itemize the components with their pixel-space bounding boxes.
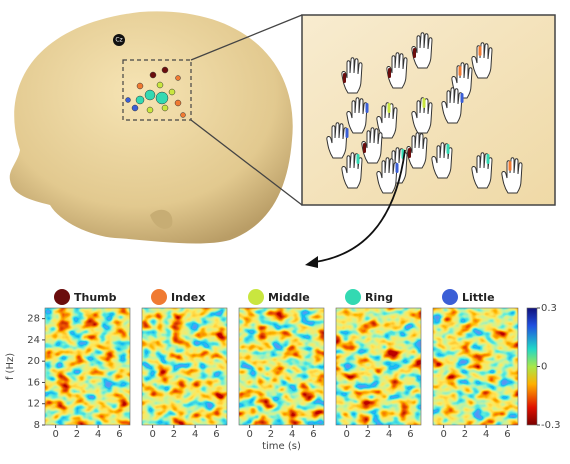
electrode [175,75,181,81]
x-axis-label: time (s) [262,441,301,452]
spectrogram [433,308,518,425]
hand [451,62,473,99]
arrow-head [305,256,318,268]
electrode [161,66,169,74]
x-tick-label: 6 [310,429,316,440]
colorbar-tick-label: 0 [541,362,547,373]
arrow [314,149,406,263]
hand [431,142,453,179]
frame [141,307,228,426]
x-tick-label: 0 [149,429,155,440]
x-tick-label: 6 [504,429,510,440]
y-axis-label: f (Hz) [5,353,16,380]
head-illustration: Cz [9,11,303,244]
electrode [149,71,157,79]
x-tick-label: 4 [192,429,198,440]
frame [238,307,325,426]
x-tick-label: 2 [365,429,371,440]
legend-label: Index [171,291,205,304]
x-tick-label: 4 [289,429,295,440]
electrode [174,99,182,107]
y-tick-label: 16 [27,377,40,388]
electrode [136,82,144,90]
electrode [125,97,131,103]
y-tick-label: 20 [27,356,40,367]
x-tick-label: 4 [483,429,489,440]
x-tick-label: 2 [171,429,177,440]
colorbar [526,307,538,426]
y-tick-label: 28 [27,314,40,325]
hand [386,52,408,89]
x-tick-label: 6 [213,429,219,440]
electrode [156,81,164,89]
legend-label: Ring [365,291,393,304]
electrode [168,88,176,96]
x-tick-label: 0 [343,429,349,440]
hand [501,157,523,194]
frame [44,307,131,426]
x-tick-label: 6 [116,429,122,440]
x-tick-label: 0 [52,429,58,440]
x-tick-label: 2 [74,429,80,440]
x-tick-label: 6 [407,429,413,440]
electrode [180,112,186,118]
hands [326,32,523,194]
x-tick-label: 0 [440,429,446,440]
electrode [144,89,156,101]
spectrogram [45,308,130,425]
legend-label: Little [462,291,495,304]
y-tick-label: 12 [27,399,40,410]
legend-marker [248,289,264,305]
x-tick-label: 0 [246,429,252,440]
x-tick-label: 2 [268,429,274,440]
spectrogram [336,308,421,425]
electrode-label: Cz [115,37,122,44]
legend-marker [442,289,458,305]
x-tick-label: 2 [462,429,468,440]
frame [335,307,422,426]
spectrogram [239,308,324,425]
electrode [161,104,169,112]
hand [411,32,433,69]
hand [376,102,398,139]
hand [361,127,383,164]
colorbar-tick-label: 0.3 [541,303,557,314]
hand [326,122,349,159]
electrode [146,106,154,114]
hand [471,152,493,189]
y-tick-label: 8 [34,420,40,431]
legend-marker [54,289,70,305]
hand [471,42,493,79]
legend-marker [151,289,167,305]
hand [411,97,433,134]
hand [341,57,363,94]
electrode [155,91,169,105]
legend-label: Middle [268,291,310,304]
electrode [135,95,145,105]
x-tick-label: 4 [386,429,392,440]
hand [406,132,428,169]
legend-label: Thumb [74,291,117,304]
colorbar-tick-label: -0.3 [541,420,561,431]
hand [346,97,369,134]
electrode [131,104,139,112]
y-tick-label: 24 [27,335,40,346]
spectrogram [142,308,227,425]
legend-marker [345,289,361,305]
hand [441,87,464,124]
hand [376,157,399,194]
hand [341,152,363,189]
frame [432,307,519,426]
x-tick-label: 4 [95,429,101,440]
